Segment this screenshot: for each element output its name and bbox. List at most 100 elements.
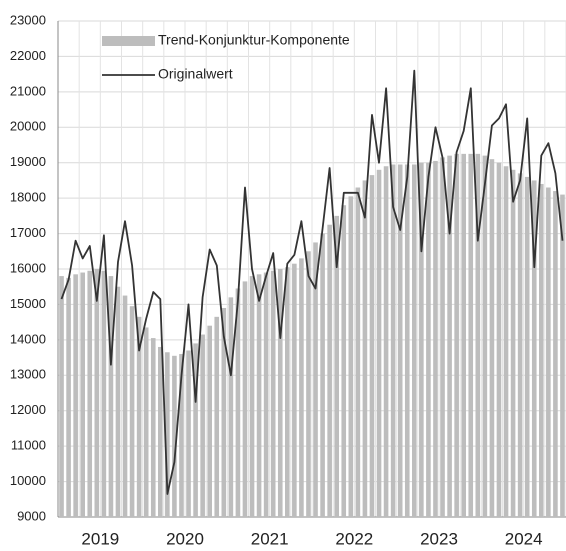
lines — [60, 69, 564, 495]
y-tick-label: 10000 — [10, 473, 46, 488]
bar — [320, 233, 325, 518]
bar — [524, 176, 530, 517]
legend-label: Originalwert — [158, 66, 233, 82]
bar — [193, 343, 198, 517]
bar — [87, 270, 93, 517]
y-tick-label: 16000 — [10, 260, 46, 275]
bar — [73, 274, 78, 517]
bar — [165, 352, 170, 517]
bar — [475, 153, 481, 517]
bar — [517, 173, 523, 518]
x-tick-label: 2023 — [420, 529, 458, 548]
bar — [397, 164, 403, 517]
bar — [59, 276, 64, 517]
bar — [362, 180, 368, 517]
x-tick-label: 2022 — [335, 529, 373, 548]
bar — [66, 277, 71, 517]
bar — [553, 191, 558, 518]
bar — [503, 166, 509, 517]
bar — [334, 215, 339, 517]
y-tick-label: 19000 — [10, 154, 46, 169]
bar — [299, 258, 304, 517]
x-tick-label: 2020 — [166, 529, 204, 548]
bar — [101, 270, 107, 517]
bar — [122, 295, 128, 517]
bar — [419, 162, 424, 517]
bar — [440, 157, 445, 517]
y-tick-label: 23000 — [10, 12, 46, 27]
bar — [277, 269, 283, 517]
bar — [136, 316, 142, 517]
bar — [496, 162, 502, 517]
y-tick-label: 11000 — [11, 438, 46, 453]
y-tick-label: 12000 — [10, 402, 46, 417]
y-tick-label: 22000 — [10, 48, 46, 63]
x-tick-label: 2021 — [251, 529, 289, 548]
bar — [285, 267, 290, 517]
bar — [433, 160, 438, 517]
bar — [150, 338, 156, 517]
y-tick-label: 21000 — [10, 83, 46, 98]
bar — [186, 350, 191, 517]
bar — [404, 164, 410, 517]
bar — [412, 164, 417, 517]
legend: Trend-Konjunktur-Komponente Originalwert — [102, 32, 350, 82]
line — [60, 69, 564, 495]
bar — [482, 155, 488, 517]
bar — [242, 281, 248, 517]
bar — [560, 194, 565, 517]
bar — [115, 286, 121, 517]
y-tick-label: 17000 — [10, 225, 46, 240]
bar — [207, 325, 212, 517]
bar — [531, 180, 537, 517]
bar — [468, 153, 474, 517]
grid — [57, 20, 566, 518]
bar — [355, 187, 361, 517]
bar — [348, 196, 354, 517]
bar — [200, 334, 205, 517]
bar — [249, 276, 255, 517]
bar — [158, 346, 163, 517]
bar — [390, 164, 396, 517]
y-tick-label: 13000 — [10, 367, 46, 382]
bar — [270, 270, 276, 517]
bar — [426, 162, 431, 517]
bar — [306, 251, 311, 518]
bar — [447, 155, 452, 517]
bar — [383, 166, 389, 517]
y-tick-label: 14000 — [10, 331, 46, 346]
y-tick-label: 20000 — [10, 119, 46, 134]
bar — [214, 316, 220, 517]
bar — [94, 269, 100, 517]
bar — [235, 288, 241, 517]
bar — [263, 272, 269, 517]
bar — [454, 153, 459, 517]
bar — [228, 297, 234, 517]
bar — [179, 354, 184, 517]
bar — [489, 159, 495, 517]
bar — [172, 355, 177, 517]
bar — [129, 306, 135, 517]
bar — [510, 169, 516, 518]
bar — [108, 276, 114, 517]
bar — [313, 242, 318, 517]
y-tick-label: 18000 — [10, 190, 46, 205]
bar — [256, 274, 262, 517]
bar — [221, 307, 227, 517]
bar — [539, 183, 544, 517]
legend-swatch — [102, 36, 155, 46]
y-tick-label: 9000 — [17, 508, 46, 523]
legend-label: Trend-Konjunktur-Komponente — [158, 32, 350, 48]
x-tick-label: 2019 — [81, 529, 119, 548]
y-tick-label: 15000 — [10, 296, 46, 311]
bar — [461, 153, 466, 517]
bar — [341, 205, 347, 517]
bar — [143, 327, 149, 517]
labels: 9000 10000 11000 12000 13000 14000 15000 16000 1… — [10, 12, 543, 548]
bar — [376, 169, 382, 518]
bar — [292, 263, 297, 517]
bar — [80, 272, 85, 517]
x-tick-label: 2024 — [505, 529, 543, 548]
bar — [327, 224, 332, 517]
